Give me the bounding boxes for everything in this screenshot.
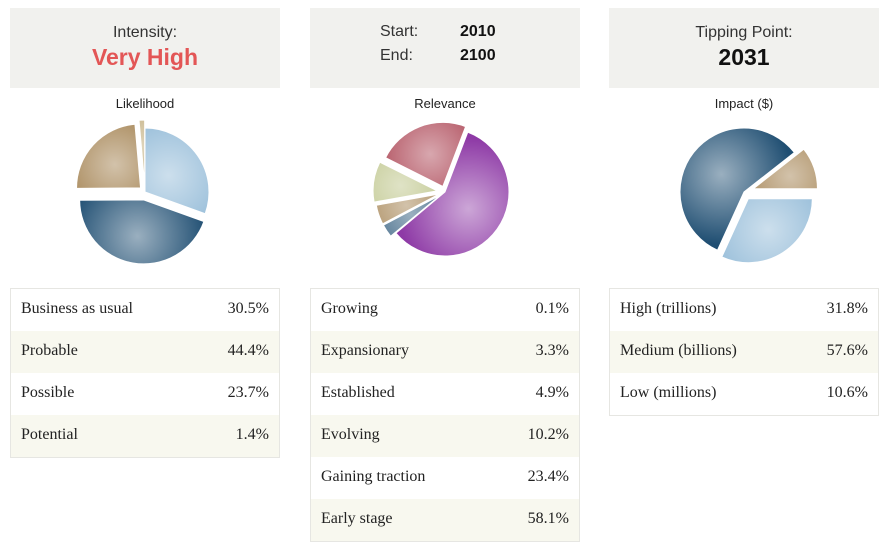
legend-label: Low (millions) [620,384,717,401]
intensity-value: Very High [91,44,199,70]
end-value: 2100 [460,47,496,64]
legend-value: 10.6% [826,384,868,401]
legend-row: Probable 44.4% [11,331,279,373]
legend-value: 4.9% [535,384,569,401]
legend-value: 57.6% [826,342,868,359]
pie-slice [76,123,142,189]
end-label: End: [380,47,413,64]
tipping-point-value: 2031 [718,44,770,70]
pie-slice [752,148,818,190]
legend-row: Expansionary 3.3% [311,331,579,373]
legend-value: 30.5% [227,300,269,317]
legend-label: Potential [21,426,78,443]
pie-slice [375,193,440,225]
legend-label: Early stage [321,510,393,527]
legend-row: Established 4.9% [311,373,579,415]
legend-row: Low (millions) 10.6% [610,373,878,415]
pie-slice [384,121,467,188]
impact-legend-table: High (trillions) 31.8% Medium (billions) 57… [609,288,879,416]
legend-row: Evolving 10.2% [311,415,579,457]
relevance-panel: Start: 2010 End: 2100 Relevance Growing 0… [310,8,580,542]
legend-label: Evolving [321,426,380,443]
legend-value: 10.2% [527,426,569,443]
pie-slice [144,127,210,215]
legend-label: Gaining traction [321,468,426,485]
pie-slice [395,131,510,257]
pie-slice [679,127,796,251]
legend-value: 23.7% [227,384,269,401]
end-row: End: 2100 [310,44,580,68]
impact-panel: Tipping Point: 2031 Impact ($) High (tri… [609,8,879,416]
legend-row: High (trillions) 31.8% [610,289,878,331]
legend-value: 44.4% [227,342,269,359]
pie-slice [79,199,205,265]
relevance-legend-table: Growing 0.1% Expansionary 3.3% Established 4.… [310,288,580,542]
legend-label: Growing [321,300,378,317]
legend-value: 23.4% [527,468,569,485]
start-row: Start: 2010 [310,8,580,44]
tipping-point-header: Tipping Point: 2031 [609,8,879,88]
legend-label: Medium (billions) [620,342,737,359]
legend-value: 58.1% [527,510,569,527]
likelihood-panel: Intensity: Very High Likelihood Business… [10,8,280,458]
pie-slice [138,119,146,185]
legend-value: 3.3% [535,342,569,359]
tipping-point-label: Tipping Point: [695,24,793,41]
likelihood-legend-table: Business as usual 30.5% Probable 44.4% Possi… [10,288,280,458]
pie-slice [372,161,439,203]
legend-row: Business as usual 30.5% [11,289,279,331]
legend-row: Early stage 58.1% [311,499,579,541]
legend-label: Established [321,384,395,401]
legend-row: Possible 23.7% [11,373,279,415]
intensity-header: Intensity: Very High [10,8,280,88]
legend-row: Potential 1.4% [11,415,279,457]
legend-value: 0.1% [535,300,569,317]
legend-label: High (trillions) [620,300,717,317]
chart-title: Impact ($) [714,96,774,111]
legend-row: Gaining traction 23.4% [311,457,579,499]
legend-value: 31.8% [826,300,868,317]
relevance-pie-chart [372,121,510,257]
legend-value: 1.4% [235,426,269,443]
legend-label: Probable [21,342,78,359]
impact-pie-chart [679,127,818,264]
start-label: Start: [380,23,419,40]
timeframe-header: Start: 2010 End: 2100 [310,8,580,88]
start-value: 2010 [460,23,496,40]
chart-title: Relevance [414,96,476,111]
likelihood-pie-chart [76,119,210,265]
intensity-label: Intensity: [112,24,178,41]
pie-slice [721,198,813,264]
legend-row: Medium (billions) 57.6% [610,331,878,373]
legend-label: Expansionary [321,342,409,359]
legend-label: Business as usual [21,300,133,317]
legend-label: Possible [21,384,75,401]
pie-slice [382,194,441,237]
legend-row: Growing 0.1% [311,289,579,331]
chart-title: Likelihood [115,96,175,111]
